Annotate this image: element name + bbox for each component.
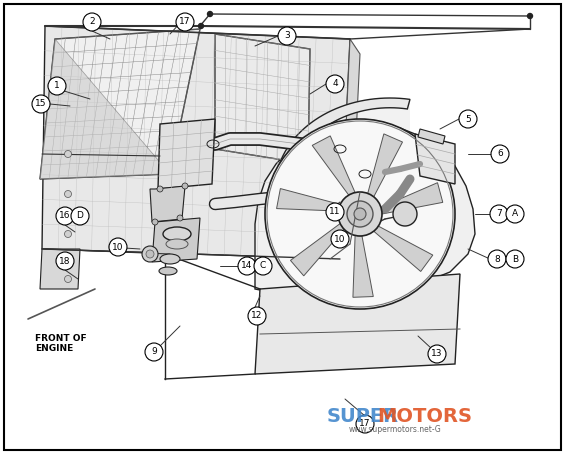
Polygon shape bbox=[275, 98, 410, 280]
Circle shape bbox=[64, 191, 72, 197]
Polygon shape bbox=[40, 39, 170, 179]
Text: 5: 5 bbox=[465, 114, 471, 123]
Circle shape bbox=[109, 238, 127, 256]
Text: D: D bbox=[77, 212, 84, 221]
Polygon shape bbox=[415, 134, 455, 184]
Ellipse shape bbox=[159, 267, 177, 275]
Polygon shape bbox=[158, 119, 215, 189]
Text: C: C bbox=[260, 262, 266, 271]
Polygon shape bbox=[42, 26, 350, 259]
Circle shape bbox=[428, 345, 446, 363]
Text: 9: 9 bbox=[151, 347, 157, 356]
Polygon shape bbox=[418, 129, 445, 144]
Circle shape bbox=[177, 215, 183, 221]
Polygon shape bbox=[340, 39, 360, 259]
Circle shape bbox=[56, 252, 74, 270]
Circle shape bbox=[326, 75, 344, 93]
Circle shape bbox=[207, 11, 212, 16]
Circle shape bbox=[506, 205, 524, 223]
Circle shape bbox=[32, 95, 50, 113]
Circle shape bbox=[64, 150, 72, 158]
Text: 10: 10 bbox=[112, 242, 124, 252]
Text: 17: 17 bbox=[179, 18, 191, 26]
Circle shape bbox=[278, 27, 296, 45]
Polygon shape bbox=[275, 98, 410, 280]
Polygon shape bbox=[353, 236, 373, 297]
Circle shape bbox=[145, 343, 163, 361]
Circle shape bbox=[64, 276, 72, 282]
Circle shape bbox=[64, 231, 72, 237]
Text: 8: 8 bbox=[494, 255, 500, 263]
Circle shape bbox=[142, 246, 158, 262]
Text: www.supermotors.net-G: www.supermotors.net-G bbox=[349, 425, 441, 434]
Circle shape bbox=[48, 77, 66, 95]
Text: MOTORS: MOTORS bbox=[377, 406, 472, 425]
Text: 7: 7 bbox=[496, 209, 502, 218]
Polygon shape bbox=[277, 188, 340, 211]
Circle shape bbox=[238, 257, 256, 275]
Circle shape bbox=[491, 145, 509, 163]
Circle shape bbox=[354, 208, 366, 220]
Circle shape bbox=[182, 183, 188, 189]
Circle shape bbox=[488, 250, 506, 268]
Circle shape bbox=[347, 201, 373, 227]
Circle shape bbox=[146, 250, 154, 258]
Text: 2: 2 bbox=[89, 18, 95, 26]
Text: A: A bbox=[512, 209, 518, 218]
Circle shape bbox=[71, 207, 89, 225]
Polygon shape bbox=[40, 29, 200, 179]
Circle shape bbox=[331, 230, 349, 248]
Ellipse shape bbox=[160, 254, 180, 264]
Text: 18: 18 bbox=[59, 257, 71, 266]
Text: 12: 12 bbox=[251, 311, 263, 321]
Circle shape bbox=[393, 202, 417, 226]
Text: 17: 17 bbox=[359, 419, 371, 429]
Circle shape bbox=[157, 186, 163, 192]
Ellipse shape bbox=[166, 239, 188, 249]
Text: SUPER: SUPER bbox=[327, 406, 399, 425]
Text: FRONT OF
ENGINE: FRONT OF ENGINE bbox=[35, 334, 86, 353]
Circle shape bbox=[356, 415, 374, 433]
Circle shape bbox=[56, 207, 74, 225]
Circle shape bbox=[326, 203, 344, 221]
Polygon shape bbox=[215, 34, 310, 164]
Polygon shape bbox=[368, 134, 402, 197]
Polygon shape bbox=[150, 186, 185, 222]
Text: 1: 1 bbox=[54, 82, 60, 90]
Text: B: B bbox=[512, 255, 518, 263]
Text: 10: 10 bbox=[334, 235, 346, 243]
Polygon shape bbox=[312, 136, 355, 195]
Polygon shape bbox=[373, 226, 433, 271]
Text: 3: 3 bbox=[284, 31, 290, 40]
Circle shape bbox=[248, 307, 266, 325]
Circle shape bbox=[254, 257, 272, 275]
Circle shape bbox=[265, 119, 455, 309]
Ellipse shape bbox=[163, 227, 191, 241]
Text: 15: 15 bbox=[35, 99, 47, 109]
Circle shape bbox=[490, 205, 508, 223]
Circle shape bbox=[528, 14, 532, 19]
Circle shape bbox=[198, 24, 203, 29]
Polygon shape bbox=[255, 274, 460, 374]
Polygon shape bbox=[40, 249, 80, 289]
Circle shape bbox=[338, 192, 382, 236]
Polygon shape bbox=[381, 183, 443, 214]
Circle shape bbox=[506, 250, 524, 268]
Circle shape bbox=[83, 13, 101, 31]
Polygon shape bbox=[152, 218, 200, 262]
Text: 4: 4 bbox=[332, 79, 338, 89]
Text: 16: 16 bbox=[59, 212, 71, 221]
Polygon shape bbox=[255, 124, 475, 296]
Text: 6: 6 bbox=[497, 149, 503, 158]
Circle shape bbox=[459, 110, 477, 128]
Text: 11: 11 bbox=[329, 207, 341, 217]
Polygon shape bbox=[290, 223, 344, 276]
Circle shape bbox=[176, 13, 194, 31]
Circle shape bbox=[152, 219, 158, 225]
Text: 13: 13 bbox=[431, 350, 443, 359]
Text: 14: 14 bbox=[241, 262, 253, 271]
